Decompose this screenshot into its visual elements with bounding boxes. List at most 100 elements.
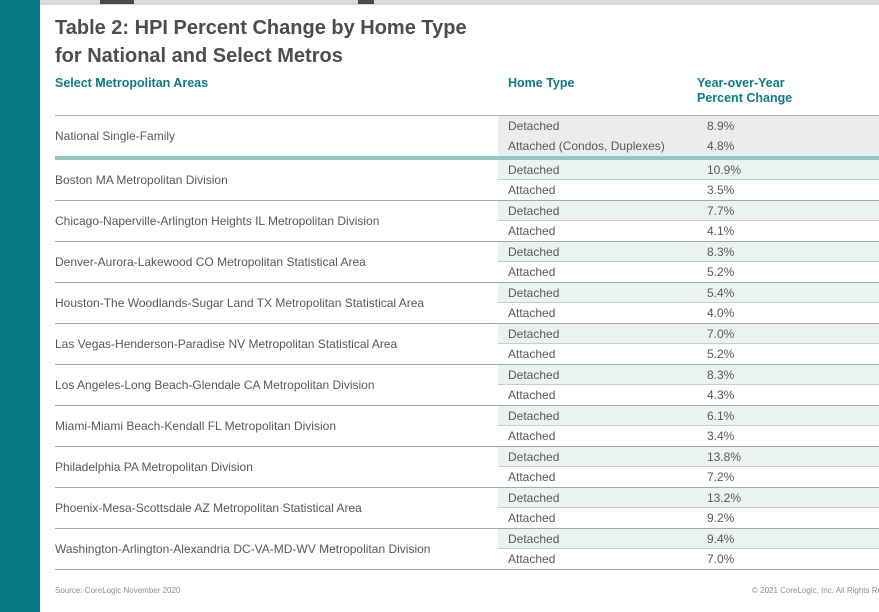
home-type-cell: Attached bbox=[508, 224, 556, 238]
value-cell: 7.7% bbox=[707, 203, 735, 218]
table-row: Attached 5.2% bbox=[498, 262, 879, 282]
home-type-cell: Detached bbox=[508, 531, 560, 546]
home-type-cell: Attached bbox=[508, 306, 556, 320]
national-group: National Single-Family Detached 8.9% Att… bbox=[55, 115, 879, 156]
report-page: Table 2: HPI Percent Change by Home Type… bbox=[40, 0, 879, 612]
value-cell: 7.0% bbox=[707, 326, 735, 341]
metro-group: Denver-Aurora-Lakewood CO Metropolitan S… bbox=[55, 242, 879, 283]
table-row: Attached 4.1% bbox=[498, 221, 879, 241]
metro-name: Miami-Miami Beach-Kendall FL Metropolita… bbox=[55, 419, 336, 433]
home-type-cell: Detached bbox=[508, 285, 560, 300]
value-cell: 7.2% bbox=[707, 470, 735, 484]
metro-name: National Single-Family bbox=[55, 129, 176, 143]
value-cell: 3.4% bbox=[707, 429, 735, 443]
column-header-metro: Select Metropolitan Areas bbox=[55, 76, 209, 90]
value-cell: 13.8% bbox=[707, 449, 742, 464]
value-cell: 5.4% bbox=[707, 285, 735, 300]
value-cell: 10.9% bbox=[707, 162, 742, 177]
metro-group: Las Vegas-Henderson-Paradise NV Metropol… bbox=[55, 324, 879, 365]
table-row: Attached 5.2% bbox=[498, 344, 879, 364]
brand-accent-sidebar bbox=[0, 0, 40, 612]
metro-group: Chicago-Naperville-Arlington Heights IL … bbox=[55, 201, 879, 242]
metro-rows: Detached 5.4% Attached 4.0% bbox=[498, 283, 879, 323]
metro-rows: Detached 9.4% Attached 7.0% bbox=[498, 529, 879, 569]
metro-name: Phoenix-Mesa-Scottsdale AZ Metropolitan … bbox=[55, 501, 362, 515]
value-cell: 9.2% bbox=[707, 511, 735, 525]
home-type-cell: Attached bbox=[508, 265, 556, 279]
value-cell: 13.2% bbox=[707, 490, 742, 505]
home-type-cell: Detached bbox=[508, 119, 560, 133]
metro-name: Chicago-Naperville-Arlington Heights IL … bbox=[55, 214, 380, 228]
national-rows: Detached 8.9% Attached (Condos, Duplexes… bbox=[498, 116, 879, 156]
table-row: Detached 9.4% bbox=[498, 529, 879, 549]
metro-name: Denver-Aurora-Lakewood CO Metropolitan S… bbox=[55, 255, 366, 269]
metro-rows: Detached 10.9% Attached 3.5% bbox=[498, 160, 879, 200]
value-cell: 4.8% bbox=[707, 139, 735, 153]
home-type-cell: Attached bbox=[508, 347, 556, 361]
table-row: Detached 8.9% bbox=[498, 116, 879, 136]
table-column-headers: Select Metropolitan Areas Home Type Year… bbox=[55, 76, 879, 106]
value-cell: 5.2% bbox=[707, 347, 735, 361]
table-row: Detached 6.1% bbox=[498, 406, 879, 426]
home-type-cell: Detached bbox=[508, 326, 560, 341]
table-row: Attached 4.0% bbox=[498, 303, 879, 323]
metro-rows: Detached 13.2% Attached 9.2% bbox=[498, 488, 879, 528]
table-row: Attached 3.5% bbox=[498, 180, 879, 200]
metro-name: Boston MA Metropolitan Division bbox=[55, 173, 228, 187]
page-title-line1: Table 2: HPI Percent Change by Home Type bbox=[55, 17, 467, 39]
value-cell: 4.3% bbox=[707, 388, 735, 402]
page-title: Table 2: HPI Percent Change by Home Type… bbox=[55, 14, 879, 70]
table-row: Attached 9.2% bbox=[498, 508, 879, 528]
value-cell: 7.0% bbox=[707, 552, 735, 566]
metro-rows: Detached 7.0% Attached 5.2% bbox=[498, 324, 879, 364]
table-row: Attached 7.0% bbox=[498, 549, 879, 569]
home-type-cell: Attached bbox=[508, 552, 556, 566]
window-top-edge bbox=[40, 0, 879, 5]
metro-rows: Detached 8.3% Attached 5.2% bbox=[498, 242, 879, 282]
metro-group: Miami-Miami Beach-Kendall FL Metropolita… bbox=[55, 406, 879, 447]
metro-name: Philadelphia PA Metropolitan Division bbox=[55, 460, 253, 474]
table-row: Attached 3.4% bbox=[498, 426, 879, 446]
home-type-cell: Detached bbox=[508, 367, 560, 382]
column-header-yoy-line2: Percent Change bbox=[697, 91, 793, 105]
table-row: Attached 4.3% bbox=[498, 385, 879, 405]
home-type-cell: Attached bbox=[508, 511, 556, 525]
value-cell: 6.1% bbox=[707, 408, 735, 423]
home-type-cell: Detached bbox=[508, 244, 560, 259]
page-title-line2: for National and Select Metros bbox=[55, 45, 343, 67]
hpi-table: National Single-Family Detached 8.9% Att… bbox=[55, 115, 879, 570]
home-type-cell: Detached bbox=[508, 162, 560, 177]
home-type-cell: Detached bbox=[508, 449, 560, 464]
column-header-home-type: Home Type bbox=[508, 76, 575, 90]
value-cell: 5.2% bbox=[707, 265, 735, 279]
teal-section-divider bbox=[55, 156, 879, 160]
home-type-cell: Detached bbox=[508, 408, 560, 423]
metro-name: Las Vegas-Henderson-Paradise NV Metropol… bbox=[55, 337, 398, 351]
metro-rows: Detached 6.1% Attached 3.4% bbox=[498, 406, 879, 446]
copyright-note: © 2021 CoreLogic, Inc. All Rights Reserv… bbox=[752, 586, 879, 595]
metro-groups: Boston MA Metropolitan Division Detached… bbox=[55, 160, 879, 570]
metro-name: Los Angeles-Long Beach-Glendale CA Metro… bbox=[55, 378, 375, 392]
metro-group: Houston-The Woodlands-Sugar Land TX Metr… bbox=[55, 283, 879, 324]
table-row: Attached (Condos, Duplexes) 4.8% bbox=[498, 136, 879, 156]
home-type-cell: Attached (Condos, Duplexes) bbox=[508, 139, 665, 153]
metro-group: Philadelphia PA Metropolitan Division De… bbox=[55, 447, 879, 488]
metro-group: Washington-Arlington-Alexandria DC-VA-MD… bbox=[55, 529, 879, 570]
metro-name: Houston-The Woodlands-Sugar Land TX Metr… bbox=[55, 296, 425, 310]
table-row: Detached 8.3% bbox=[498, 242, 879, 262]
table-row: Detached 5.4% bbox=[498, 283, 879, 303]
value-cell: 8.9% bbox=[707, 119, 735, 133]
home-type-cell: Detached bbox=[508, 203, 560, 218]
top-edge-artifact bbox=[358, 0, 374, 4]
value-cell: 4.0% bbox=[707, 306, 735, 320]
value-cell: 8.3% bbox=[707, 367, 735, 382]
home-type-cell: Detached bbox=[508, 490, 560, 505]
metro-rows: Detached 8.3% Attached 4.3% bbox=[498, 365, 879, 405]
home-type-cell: Attached bbox=[508, 388, 556, 402]
table-row: Detached 7.0% bbox=[498, 324, 879, 344]
home-type-cell: Attached bbox=[508, 183, 556, 197]
source-note: Source: CoreLogic November 2020 bbox=[55, 586, 181, 595]
column-header-yoy-line1: Year-over-Year bbox=[697, 76, 785, 90]
table-row: Detached 7.7% bbox=[498, 201, 879, 221]
column-header-yoy: Year-over-Year Percent Change bbox=[697, 76, 879, 106]
